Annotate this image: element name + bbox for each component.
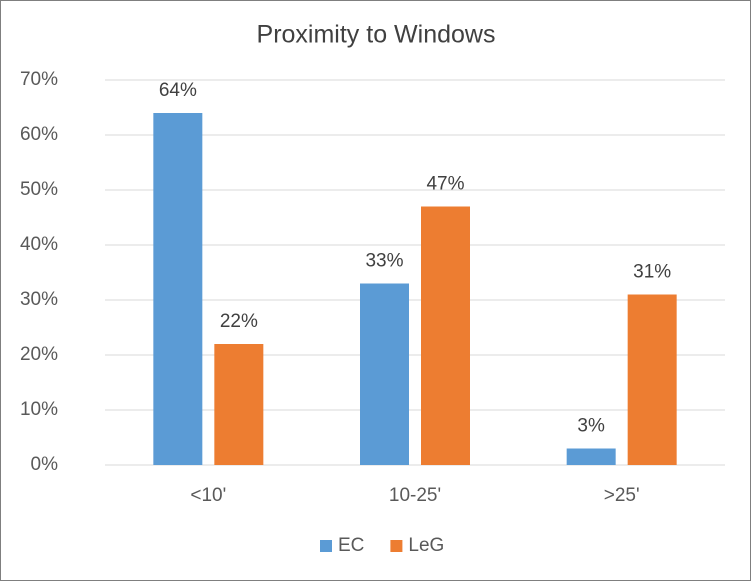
x-tick-label: >25' bbox=[604, 485, 640, 506]
value-label: 33% bbox=[365, 251, 403, 272]
bar bbox=[566, 448, 616, 465]
value-label: 64% bbox=[159, 80, 197, 101]
y-tick-label: 20% bbox=[20, 344, 58, 365]
bar bbox=[627, 294, 677, 465]
y-tick-label: 50% bbox=[20, 179, 58, 200]
value-label: 31% bbox=[633, 262, 671, 283]
x-tick-label: 10-25' bbox=[389, 485, 441, 506]
y-tick-label: 70% bbox=[20, 69, 58, 90]
bar bbox=[214, 344, 264, 465]
x-tick-label: <10' bbox=[190, 485, 226, 506]
chart-title: Proximity to Windows bbox=[257, 21, 496, 49]
y-tick-label: 40% bbox=[20, 234, 58, 255]
value-label: 22% bbox=[220, 311, 258, 332]
legend-swatch bbox=[390, 540, 403, 552]
bar bbox=[360, 283, 409, 465]
value-label: 3% bbox=[577, 416, 605, 437]
y-tick-label: 10% bbox=[20, 399, 58, 420]
y-tick-label: 60% bbox=[20, 124, 58, 145]
legend-swatch bbox=[320, 540, 332, 552]
y-tick-label: 30% bbox=[20, 289, 58, 310]
bar bbox=[421, 206, 470, 465]
y-tick-label: 0% bbox=[31, 454, 59, 475]
legend-label: LeG bbox=[408, 535, 444, 556]
value-label: 47% bbox=[426, 174, 464, 195]
legend-label: EC bbox=[338, 535, 364, 556]
bar bbox=[153, 113, 203, 465]
